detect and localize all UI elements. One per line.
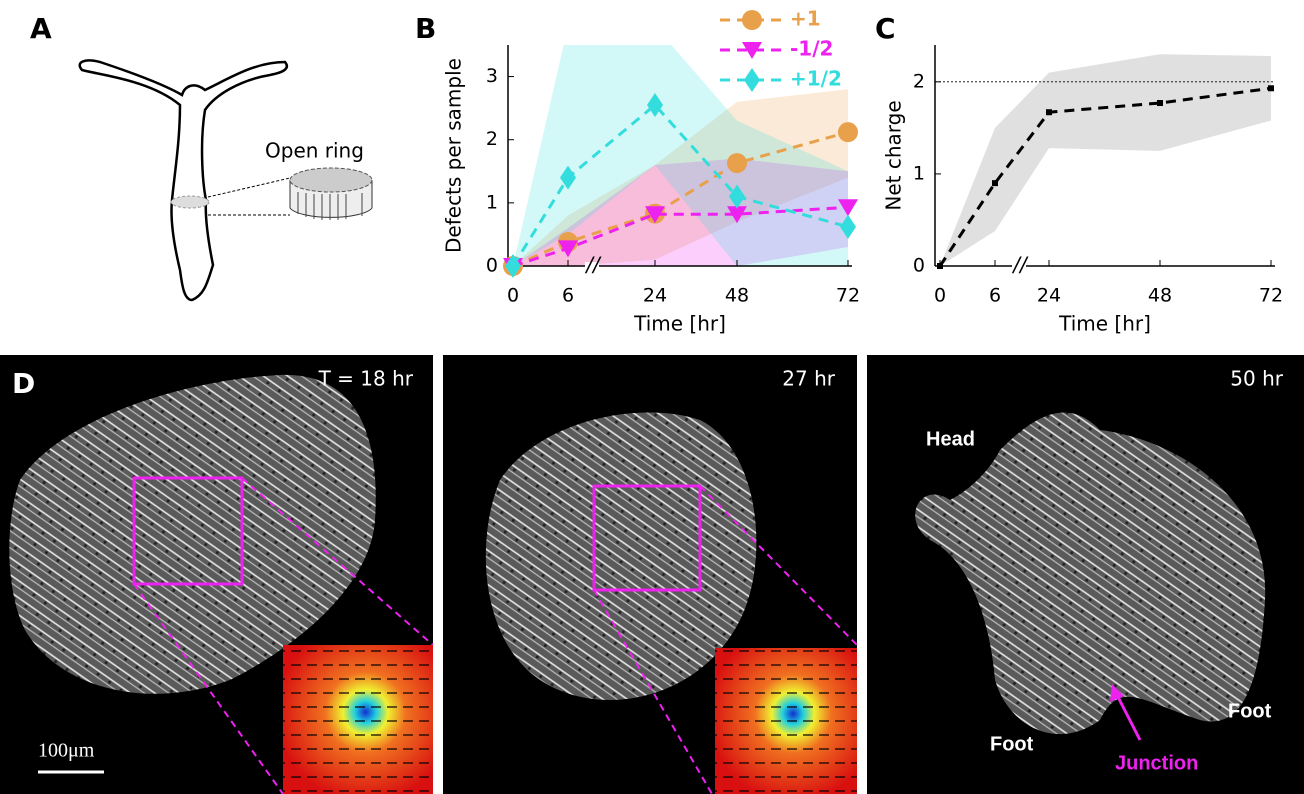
x-tick-label: 24 — [1037, 285, 1061, 307]
x-tick-label: 6 — [989, 285, 1001, 307]
legend-label: +1 — [790, 7, 821, 31]
axis-break: // — [584, 253, 602, 277]
legend-label: +1/2 — [790, 67, 842, 91]
data-point — [1268, 85, 1274, 91]
figure: A Open ring B C D T = 18 hr 27 hr 50 hr … — [0, 0, 1304, 794]
connector — [208, 178, 290, 197]
ring-region — [171, 196, 209, 208]
annotation: Foot — [990, 733, 1034, 755]
y-tick-label: 0 — [913, 255, 925, 277]
annotation: Head — [926, 428, 975, 450]
ring-top — [290, 168, 372, 192]
time-label: 27 hr — [782, 367, 835, 391]
y-tick-label: 0 — [486, 255, 498, 277]
x-tick-label: 72 — [1259, 285, 1283, 307]
y-tick-label: 2 — [486, 128, 498, 150]
scale-bar-label: 100μm — [38, 740, 95, 762]
data-point — [727, 153, 747, 173]
x-axis-label: Time [hr] — [1058, 312, 1151, 336]
data-point — [937, 263, 943, 269]
ring-label: Open ring — [265, 139, 364, 163]
panel-label: B — [415, 12, 436, 45]
time-label: T = 18 hr — [318, 367, 414, 391]
legend-marker — [742, 10, 762, 30]
annotation: Junction — [1115, 752, 1198, 774]
data-point — [838, 122, 858, 142]
band — [940, 54, 1271, 266]
time-label: 50 hr — [1230, 367, 1283, 391]
x-tick-label: 0 — [934, 285, 946, 307]
inset-director — [283, 645, 433, 794]
data-point — [1046, 109, 1052, 115]
data-point — [992, 180, 998, 186]
legend-label: -1/2 — [790, 37, 833, 61]
x-tick-label: 24 — [643, 285, 667, 307]
panel-label: A — [30, 12, 52, 45]
legend-marker — [744, 68, 760, 92]
y-tick-label: 1 — [486, 191, 498, 213]
y-tick-label: 1 — [913, 162, 925, 184]
x-axis-label: Time [hr] — [633, 312, 726, 336]
x-tick-label: 72 — [836, 285, 860, 307]
annotation: Foot — [1228, 700, 1272, 722]
x-tick-label: 48 — [1148, 285, 1172, 307]
inset-director — [715, 648, 857, 794]
axis-break: // — [1011, 253, 1029, 277]
y-tick-label: 2 — [913, 70, 925, 92]
y-axis-label: Defects per sample — [442, 58, 466, 253]
panel-label: C — [875, 12, 896, 45]
data-point — [1157, 100, 1163, 106]
y-tick-label: 3 — [486, 65, 498, 87]
x-tick-label: 0 — [507, 285, 519, 307]
panel-label: D — [12, 367, 35, 400]
hydra-outline — [80, 60, 287, 300]
x-tick-label: 48 — [725, 285, 749, 307]
x-tick-label: 6 — [562, 285, 574, 307]
y-axis-label: Net charge — [882, 100, 906, 210]
